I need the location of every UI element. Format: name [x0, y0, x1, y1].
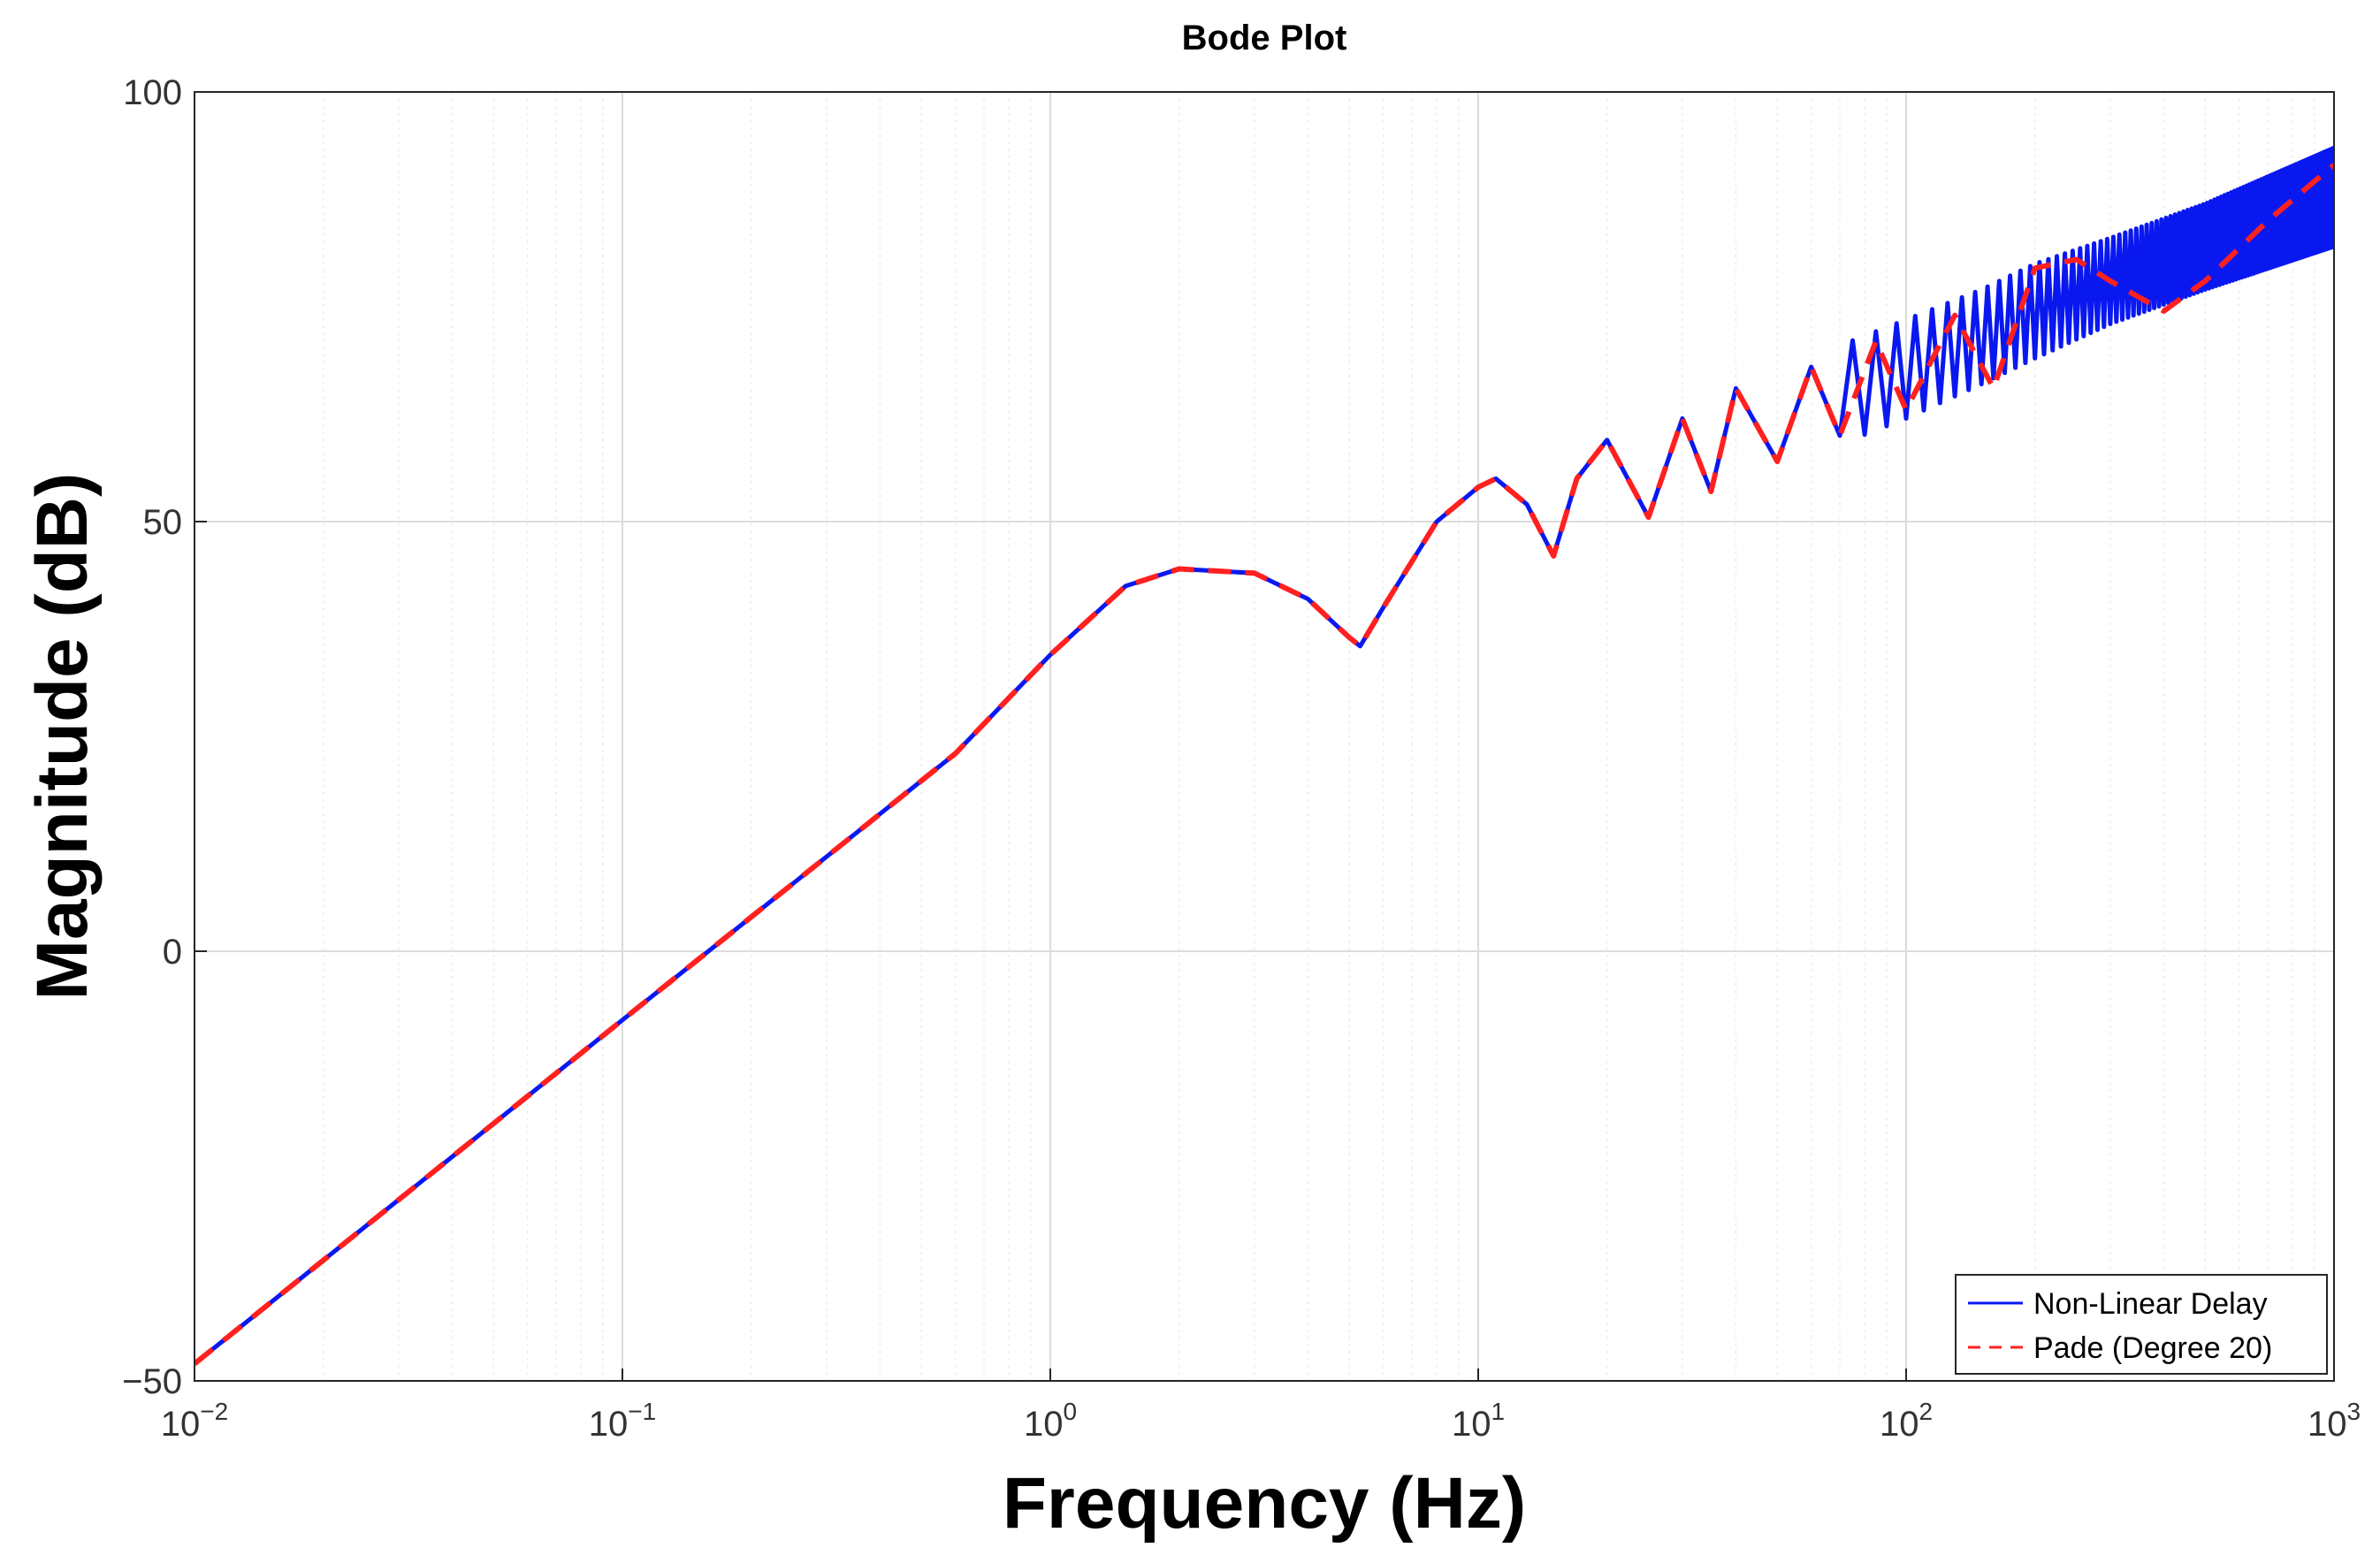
series-line-pade	[195, 163, 2334, 1366]
x-tick-label: 101	[1452, 1398, 1505, 1444]
x-axis-label: Frequency (Hz)	[1003, 1463, 1526, 1544]
series-layer	[195, 146, 2334, 1366]
plot-box	[194, 91, 2335, 1382]
y-tick-label: −50	[122, 1362, 182, 1401]
legend-box	[1955, 1274, 2328, 1375]
x-tick-label: 10−1	[589, 1398, 656, 1444]
x-tick-label: 102	[1880, 1398, 1933, 1444]
y-tick-label: 100	[123, 73, 182, 112]
series-line-non-linear-delay	[195, 146, 2334, 1366]
x-tick-label: 100	[1024, 1398, 1077, 1444]
legend-label-pade: Pade (Degree 20)	[2033, 1331, 2272, 1365]
legend: Non-Linear Delay Pade (Degree 20)	[1955, 1274, 2328, 1375]
y-tick-label: 50	[143, 503, 183, 542]
y-tick-label: 0	[163, 933, 182, 972]
chart-title: Bode Plot	[1182, 19, 1347, 57]
y-axis-label: Magnitude (dB)	[22, 473, 103, 1001]
x-tick-label: 103	[2308, 1398, 2361, 1444]
x-tick-label: 10−2	[161, 1398, 228, 1444]
legend-label-non-linear-delay: Non-Linear Delay	[2033, 1287, 2268, 1321]
